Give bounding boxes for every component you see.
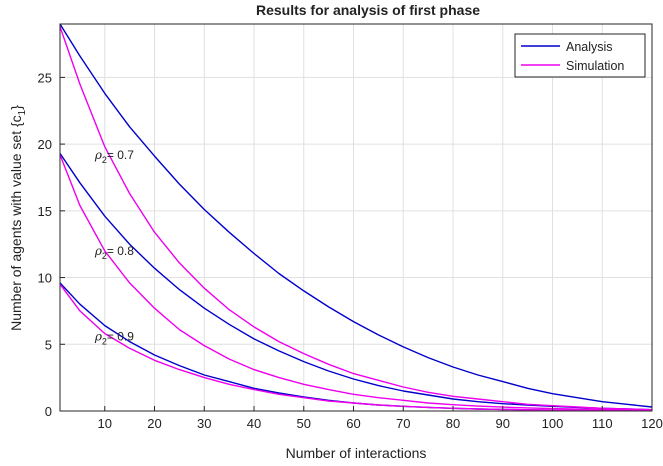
y-axis-label-subscript: 1 [17, 109, 28, 115]
y-tick-label: 20 [38, 137, 52, 152]
rho-subscript: 2 [102, 155, 107, 165]
rho-symbol: ρ [94, 329, 102, 343]
annotations: ρ2= 0.7ρ2= 0.8ρ2= 0.9 [94, 148, 134, 346]
rho-subscript: 2 [102, 336, 107, 346]
x-tick-label: 100 [542, 416, 564, 431]
rho-value: = 0.7 [107, 148, 134, 162]
y-axis-label-end: } [8, 105, 24, 110]
rho-symbol: ρ [94, 244, 102, 258]
legend-box [514, 33, 646, 78]
y-tick-label: 25 [38, 70, 52, 85]
x-tick-label: 10 [98, 416, 112, 431]
x-tick-label: 70 [396, 416, 410, 431]
x-tick-label: 90 [496, 416, 510, 431]
rho-value: = 0.9 [107, 329, 134, 343]
legend-label-simulation: Simulation [566, 59, 624, 73]
x-tick-label: 60 [346, 416, 360, 431]
rho-annotation: ρ2= 0.9 [94, 329, 134, 346]
x-tick-label: 30 [197, 416, 211, 431]
x-tick-label: 20 [147, 416, 161, 431]
x-axis-label: Number of interactions [286, 445, 427, 461]
y-axis-label-main: Number of agents with value set {c [8, 115, 24, 331]
y-axis: 0 5 10 15 20 25 [38, 70, 65, 419]
series-line-analysis-0 [59, 23, 653, 408]
y-axis-label: Number of agents with value set {c1} [8, 105, 28, 331]
y-tick-label: 0 [45, 404, 52, 419]
rho-symbol: ρ [94, 148, 102, 162]
legend-label-analysis: Analysis [566, 40, 613, 54]
rho-subscript: 2 [102, 251, 107, 261]
legend: Analysis Simulation [514, 33, 646, 78]
y-tick-label: 5 [45, 337, 52, 352]
x-tick-label: 40 [247, 416, 261, 431]
x-tick-label: 110 [592, 416, 613, 431]
x-tick-label: 120 [641, 416, 663, 431]
series-line-simulation-3 [59, 26, 653, 411]
x-axis: 10 20 30 40 50 60 70 80 90 100 110 120 [98, 406, 663, 431]
y-tick-label: 15 [38, 204, 52, 219]
y-tick-label: 10 [38, 271, 52, 286]
rho-value: = 0.8 [107, 244, 134, 258]
x-tick-label: 50 [297, 416, 311, 431]
grid [60, 24, 653, 412]
x-tick-label: 80 [446, 416, 460, 431]
plot-frame [59, 23, 653, 412]
chart-title: Results for analysis of first phase [256, 2, 480, 18]
rho-annotation: ρ2= 0.8 [94, 244, 134, 261]
plot-area [60, 24, 652, 411]
rho-annotation: ρ2= 0.7 [94, 148, 134, 165]
